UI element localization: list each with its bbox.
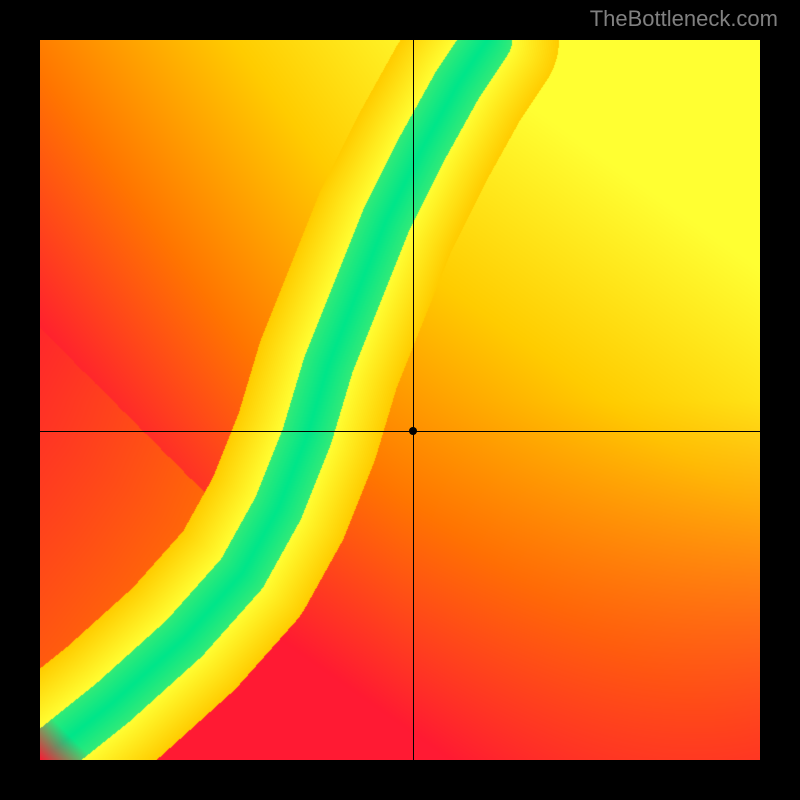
crosshair-vertical (413, 40, 414, 760)
watermark-text: TheBottleneck.com (590, 6, 778, 32)
crosshair-dot (409, 427, 417, 435)
crosshair-horizontal (40, 431, 760, 432)
heatmap-canvas (40, 40, 760, 760)
